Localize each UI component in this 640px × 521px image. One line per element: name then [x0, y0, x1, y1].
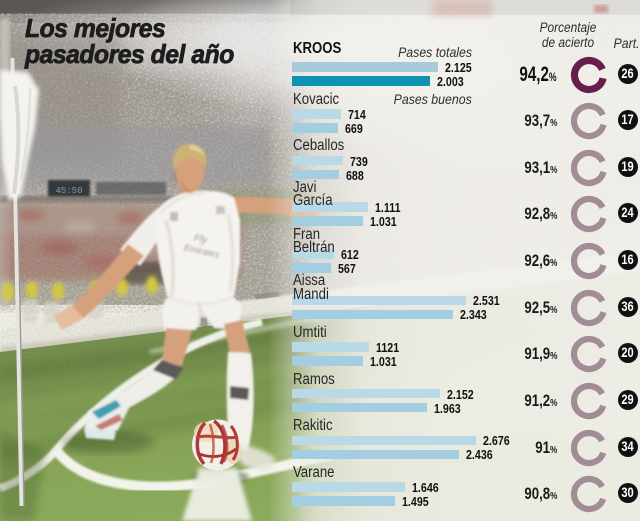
- svg-text:Fly: Fly: [193, 233, 209, 247]
- svg-text:45:50: 45:50: [55, 186, 82, 196]
- svg-text:8: 8: [200, 314, 208, 330]
